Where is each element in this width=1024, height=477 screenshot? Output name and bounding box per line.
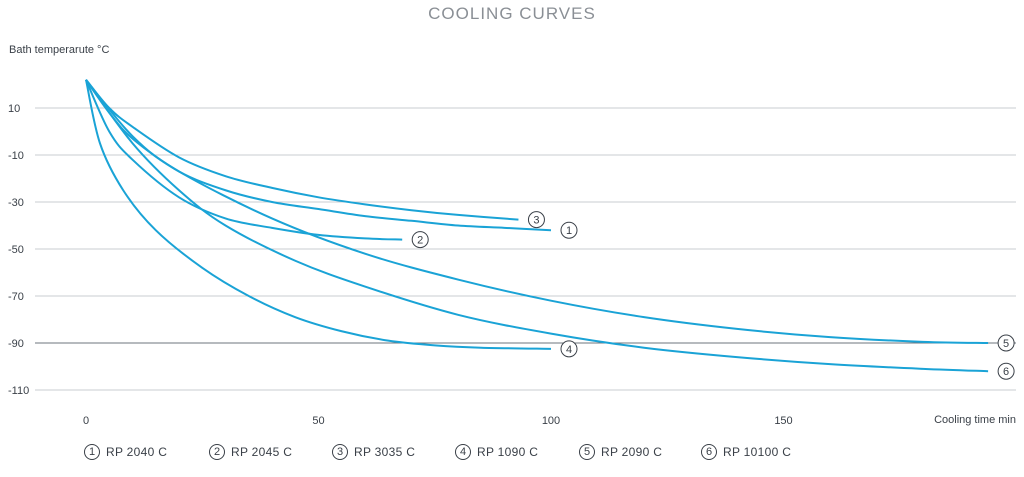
x-tick-label: 0: [83, 415, 89, 427]
legend-label: RP 10100 C: [723, 445, 792, 459]
series-line-5: [85, 79, 989, 344]
legend-item: 6 RP 10100 C: [701, 444, 821, 460]
legend-number-badge: 4: [455, 444, 471, 460]
series-line-6: [85, 79, 989, 373]
y-tick-label: -50: [8, 244, 24, 256]
y-tick-label: 10: [8, 103, 20, 115]
series-end-label-4: 4: [566, 344, 572, 356]
series-line-1: [85, 79, 552, 232]
series-end-marker-3: [527, 211, 545, 229]
series-end-label-6: 6: [1003, 366, 1009, 378]
legend-label: RP 1090 C: [477, 445, 539, 459]
y-tick-label: -70: [8, 291, 24, 303]
legend: 1 RP 2040 C 2 RP 2045 C 3 RP 3035 C 4 RP 1090 C…: [84, 444, 821, 460]
series-line-4: [85, 79, 552, 350]
series-end-label-3: 3: [533, 215, 539, 227]
legend-number-badge: 5: [579, 444, 595, 460]
legend-number-badge: 2: [209, 444, 225, 460]
series-end-label-5: 5: [1003, 338, 1009, 350]
legend-label: RP 3035 C: [354, 445, 416, 459]
x-tick-label: 100: [542, 415, 560, 427]
y-axis-label: Bath temperarute °C: [9, 44, 110, 56]
y-tick-label: -110: [8, 385, 29, 397]
series-end-marker-6: [997, 362, 1015, 380]
legend-number-badge: 1: [84, 444, 100, 460]
legend-item: 5 RP 2090 C: [579, 444, 701, 460]
legend-number-badge: 3: [332, 444, 348, 460]
series-end-label-2: 2: [417, 235, 423, 247]
legend-label: RP 2040 C: [106, 445, 168, 459]
legend-item: 1 RP 2040 C: [84, 444, 209, 460]
y-tick-label: -90: [8, 338, 24, 350]
x-tick-label: 150: [774, 415, 792, 427]
legend-label: RP 2045 C: [231, 445, 293, 459]
chart-title: COOLING CURVES: [428, 4, 596, 23]
legend-item: 4 RP 1090 C: [455, 444, 579, 460]
y-tick-label: -10: [8, 150, 24, 162]
series-end-marker-2: [411, 231, 429, 249]
legend-number-badge: 6: [701, 444, 717, 460]
y-tick-label: -30: [8, 197, 24, 209]
series-end-marker-5: [997, 334, 1015, 352]
series-end-marker-4: [560, 340, 578, 358]
legend-item: 2 RP 2045 C: [209, 444, 332, 460]
legend-item: 3 RP 3035 C: [332, 444, 455, 460]
series-end-label-1: 1: [566, 225, 572, 237]
legend-label: RP 2090 C: [601, 445, 663, 459]
series-line-3: [85, 79, 519, 221]
series-end-marker-1: [560, 221, 578, 239]
x-axis-label: Cooling time min: [934, 414, 1016, 426]
x-tick-label: 50: [312, 415, 324, 427]
series-line-2: [85, 79, 403, 241]
